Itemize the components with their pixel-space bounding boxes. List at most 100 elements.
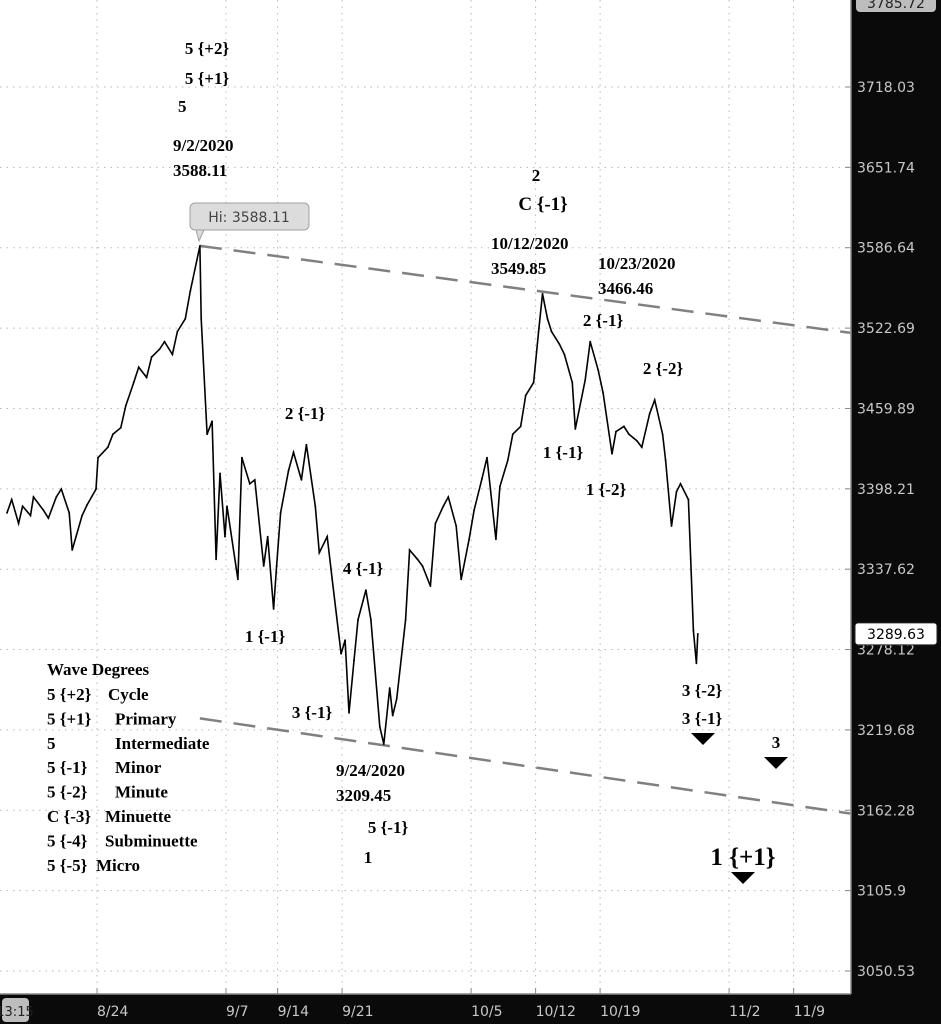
- price-point: [421, 565, 424, 567]
- price-point: [695, 662, 698, 665]
- legend-degree-name: Minuette: [105, 807, 172, 826]
- legend-mark: 5 {-4}: [47, 831, 88, 850]
- wave-label: C {-1}: [518, 194, 567, 215]
- gridlines: [0, 0, 851, 994]
- price-point: [219, 472, 221, 475]
- y-tick-label: 3398.21: [857, 482, 915, 498]
- price-point: [111, 433, 114, 436]
- price-point: [532, 381, 535, 384]
- x-tick-label: 11/2: [729, 1004, 760, 1020]
- peak-degree-label: 5 {+1}: [185, 69, 230, 88]
- price-point: [262, 565, 265, 567]
- legend-row: 5 {-4} Subminuette: [47, 831, 198, 850]
- price-point: [357, 618, 359, 621]
- price-point: [145, 376, 148, 379]
- top-price-box: [856, 0, 936, 12]
- price-point: [32, 496, 35, 498]
- legend-mark: 5 {-2}: [47, 783, 88, 802]
- peak-degree-label: 5 {+2}: [185, 39, 230, 58]
- price-point: [60, 488, 63, 490]
- price-point: [571, 381, 574, 384]
- wave-label: 4 {-1}: [343, 559, 384, 578]
- price-line: [6, 245, 699, 745]
- oct12-price: 3549.85: [491, 259, 546, 278]
- wave-annotations: 5 {+2} 5 {+1} 5 9/2/2020 3588.11 2 C {-1…: [173, 39, 780, 871]
- legend-title: Wave Degrees: [47, 660, 150, 679]
- price-point: [137, 366, 140, 369]
- price-point: [473, 509, 475, 512]
- price-point: [546, 317, 549, 320]
- legend-degree-name: Cycle: [108, 685, 149, 704]
- legend-degree-name: Micro: [96, 856, 140, 875]
- price-point: [670, 525, 673, 527]
- price-point: [71, 549, 74, 551]
- price-point: [206, 433, 209, 436]
- price-point: [635, 439, 638, 442]
- price-point: [21, 505, 24, 508]
- wave-label: 3 {-1}: [292, 703, 333, 722]
- y-tick-label: 3522.69: [857, 321, 915, 337]
- price-point: [158, 348, 161, 351]
- price-point: [305, 443, 308, 446]
- y-tick-label: 3337.62: [857, 562, 915, 578]
- wave-label: 1: [364, 848, 373, 867]
- price-point: [237, 578, 239, 581]
- price-point: [481, 477, 483, 480]
- x-tick-label: 10/12: [536, 1004, 576, 1020]
- price-point: [184, 317, 187, 320]
- price-point: [171, 353, 174, 356]
- price-point: [404, 618, 407, 621]
- price-point: [388, 687, 391, 689]
- wave-label: 1 {-1}: [245, 627, 286, 646]
- price-point: [340, 652, 343, 655]
- price-point: [429, 585, 432, 588]
- y-tick-label: 3162.28: [857, 803, 915, 819]
- price-point: [653, 399, 656, 401]
- price-point: [615, 430, 617, 433]
- price-point: [692, 629, 695, 632]
- price-point: [326, 535, 329, 538]
- price-point: [455, 525, 458, 527]
- price-point: [163, 340, 166, 343]
- trendline: [199, 717, 851, 815]
- price-point: [611, 452, 613, 455]
- price-point: [200, 317, 203, 320]
- price-point: [318, 551, 321, 554]
- price-point: [541, 292, 544, 295]
- price-point: [300, 479, 303, 481]
- time-axis[interactable]: [0, 994, 941, 1024]
- plot-area[interactable]: [0, 0, 851, 994]
- legend-degree-name: Subminuette: [105, 831, 198, 850]
- wave-label: 2 {-1}: [583, 311, 624, 330]
- x-tick-label: 9/14: [278, 1004, 310, 1020]
- y-tick-label: 3219.68: [857, 723, 915, 739]
- price-point: [550, 330, 553, 333]
- legend-row: 5 {-1} Minor: [47, 758, 162, 777]
- wave-target-label: 1 {+1}: [710, 844, 775, 871]
- price-axis[interactable]: [851, 0, 941, 1024]
- legend-mark: 5: [47, 734, 56, 753]
- down-arrow-icon: [764, 757, 788, 769]
- low-date: 9/24/2020: [336, 761, 405, 780]
- price-point: [640, 446, 643, 449]
- price-point: [447, 496, 450, 498]
- price-point: [689, 558, 692, 561]
- price-point: [460, 578, 463, 581]
- price-point: [408, 549, 411, 551]
- price-point: [124, 404, 127, 407]
- trendlines: [199, 244, 851, 815]
- time-label-box: [2, 998, 29, 1022]
- legend-mark: 5 {-5}: [47, 856, 88, 875]
- wave-target-label: 3: [772, 733, 781, 752]
- price-point: [6, 511, 8, 514]
- y-tick-label: 3459.89: [857, 401, 915, 417]
- price-point: [679, 482, 682, 485]
- price-point: [215, 558, 217, 561]
- y-tick-label: 3050.53: [857, 964, 915, 980]
- legend-degree-name: Primary: [115, 709, 177, 728]
- price-point: [511, 433, 514, 436]
- time-label: 13:15: [0, 1005, 34, 1020]
- price-point: [369, 618, 372, 621]
- down-arrow-icon: [731, 872, 755, 884]
